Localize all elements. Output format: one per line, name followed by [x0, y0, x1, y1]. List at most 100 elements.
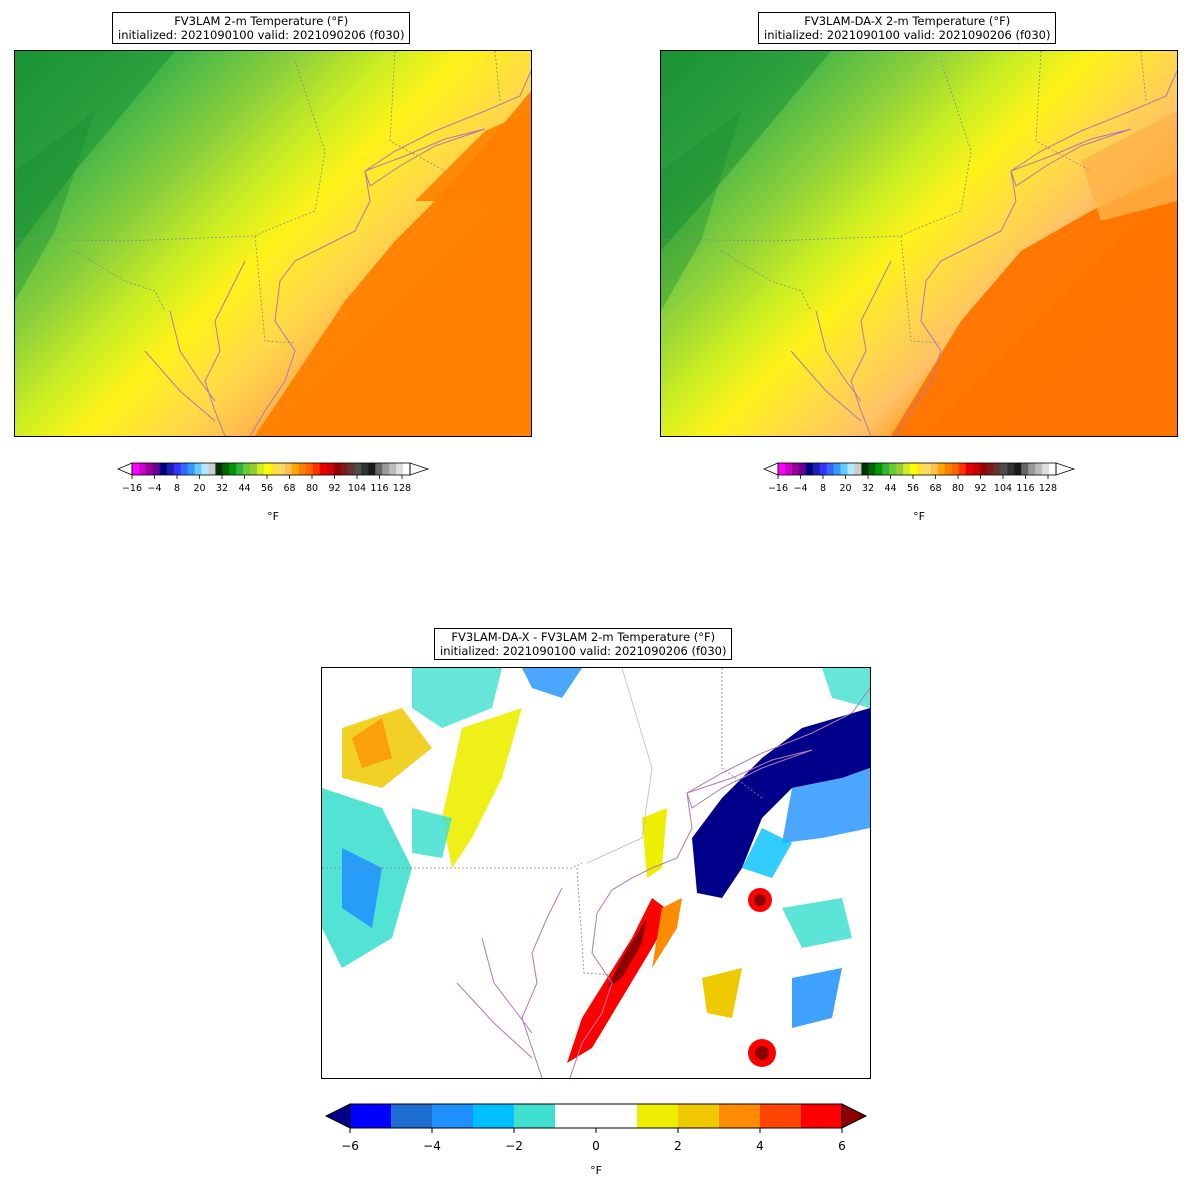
colorbar-swatch [798, 463, 807, 475]
colorbar-swatch [1042, 463, 1050, 475]
colorbar-swatch [514, 1104, 556, 1128]
colorbar-swatch [138, 463, 147, 475]
colorbar-extend-high [409, 462, 430, 476]
colorbar-unit: °F [913, 510, 925, 523]
colorbar-tick-label: 92 [974, 483, 986, 494]
colorbar-swatch [944, 463, 953, 475]
title-line-2: initialized: 2021090100 valid: 202109020… [764, 28, 1051, 42]
colorbar-swatch [819, 463, 827, 475]
colorbar-tick-label: 32 [862, 483, 874, 494]
colorbar-tick-label: 6 [838, 1139, 846, 1153]
colorbar-swatch [326, 463, 334, 475]
colorbar-tick-label: 68 [929, 483, 941, 494]
colorbar-swatch [215, 463, 223, 475]
colorbar-tick-label: 20 [839, 483, 851, 494]
temperature-map [14, 50, 532, 437]
colorbar-swatch [243, 463, 251, 475]
colorbar-swatch [833, 463, 841, 475]
colorbar-swatch [854, 463, 862, 475]
colorbar-swatch [965, 463, 973, 475]
colorbar-swatch [350, 1104, 392, 1128]
colorbar-tick-label: −4 [793, 483, 807, 494]
colorbar-swatch [229, 463, 237, 475]
temperature-colorbar: −16 −4 8 20 32 44 56 68 80 92 104 116 128 [762, 462, 1076, 502]
colorbar-extend-high [1055, 462, 1076, 476]
colorbar-swatch [923, 463, 932, 475]
colorbar-tick-label: 8 [820, 483, 826, 494]
colorbar-swatch [1007, 463, 1015, 475]
colorbar-tick-label: 104 [348, 483, 366, 494]
colorbar-tick-label: −4 [147, 483, 161, 494]
colorbar-swatch [271, 463, 279, 475]
colorbar-swatch [555, 1104, 597, 1128]
colorbar-swatch [145, 463, 154, 475]
colorbar-swatch [861, 463, 869, 475]
colorbar-swatch [812, 463, 820, 475]
colorbar-tick-label: 56 [261, 483, 273, 494]
colorbar-swatch [760, 1104, 802, 1128]
colorbar-swatch [305, 463, 313, 475]
colorbar-swatch [1028, 463, 1036, 475]
colorbar-unit: °F [590, 1164, 602, 1177]
colorbar-tick-label: −4 [423, 1139, 441, 1153]
colorbar-swatch [264, 463, 272, 475]
colorbar-tick-label: 116 [1016, 483, 1034, 494]
colorbar-tick-label: −6 [341, 1139, 359, 1153]
colorbar-swatch [391, 1104, 433, 1128]
colorbar-tick-label: −2 [505, 1139, 523, 1153]
colorbar-swatch [678, 1104, 720, 1128]
colorbar-swatch [840, 463, 848, 475]
title-line-1: FV3LAM-DA-X 2-m Temperature (°F) [804, 14, 1011, 28]
colorbar-tick-label: 20 [193, 483, 205, 494]
colorbar-swatch [937, 463, 946, 475]
colorbar-swatch [312, 463, 320, 475]
temperature-colorbar: −16 −4 8 20 32 44 56 68 80 92 104 116 128 [116, 462, 430, 502]
colorbar-swatch [132, 463, 140, 475]
title-line-2: initialized: 2021090100 valid: 202109020… [118, 28, 405, 42]
temperature-map [660, 50, 1178, 437]
colorbar-swatch [298, 463, 307, 475]
colorbar-swatch [208, 463, 216, 475]
colorbar-extend-high [841, 1103, 868, 1129]
colorbar-swatch [1021, 463, 1029, 475]
colorbar-swatch [361, 463, 369, 475]
title-line-1: FV3LAM 2-m Temperature (°F) [174, 14, 349, 28]
colorbar-swatch [868, 463, 876, 475]
colorbar-swatch [719, 1104, 761, 1128]
colorbar-swatch [1014, 463, 1022, 475]
colorbar-tick-label: 32 [216, 483, 228, 494]
colorbar-tick-label: 92 [328, 483, 340, 494]
colorbar-swatch [930, 463, 939, 475]
panel-title: FV3LAM-DA-X - FV3LAM 2-m Temperature (°F… [434, 628, 733, 660]
colorbar-tick-label: −16 [122, 483, 142, 494]
colorbar-swatch [187, 463, 195, 475]
colorbar-swatch [354, 463, 362, 475]
colorbar-swatch [432, 1104, 474, 1128]
colorbar-swatch [166, 463, 174, 475]
colorbar-swatch [201, 463, 209, 475]
colorbar-swatch [596, 1104, 638, 1128]
colorbar-swatch [222, 463, 230, 475]
colorbar-swatch [159, 463, 168, 475]
colorbar-tick-label: −16 [768, 483, 788, 494]
colorbar-tick-label: 80 [306, 483, 318, 494]
colorbar-tick-label: 128 [393, 483, 411, 494]
colorbar-swatch [1000, 463, 1008, 475]
difference-colorbar: −6 −4 −2 0 2 4 6 [322, 1102, 870, 1162]
colorbar-swatch [250, 463, 258, 475]
colorbar-tick-label: 4 [756, 1139, 764, 1153]
colorbar-swatch [347, 463, 355, 475]
colorbar-swatch [910, 463, 918, 475]
colorbar-swatch [403, 463, 411, 475]
colorbar-swatch [1049, 463, 1057, 475]
colorbar-swatch [917, 463, 925, 475]
colorbar-swatch [152, 463, 161, 475]
colorbar-swatch [368, 463, 376, 475]
colorbar-swatch [958, 463, 966, 475]
colorbar-swatch [396, 463, 404, 475]
colorbar-tick-label: 44 [884, 483, 896, 494]
colorbar-swatch [993, 463, 1001, 475]
colorbar-swatch [236, 463, 244, 475]
colorbar-swatch [291, 463, 300, 475]
colorbar-swatch [473, 1104, 515, 1128]
